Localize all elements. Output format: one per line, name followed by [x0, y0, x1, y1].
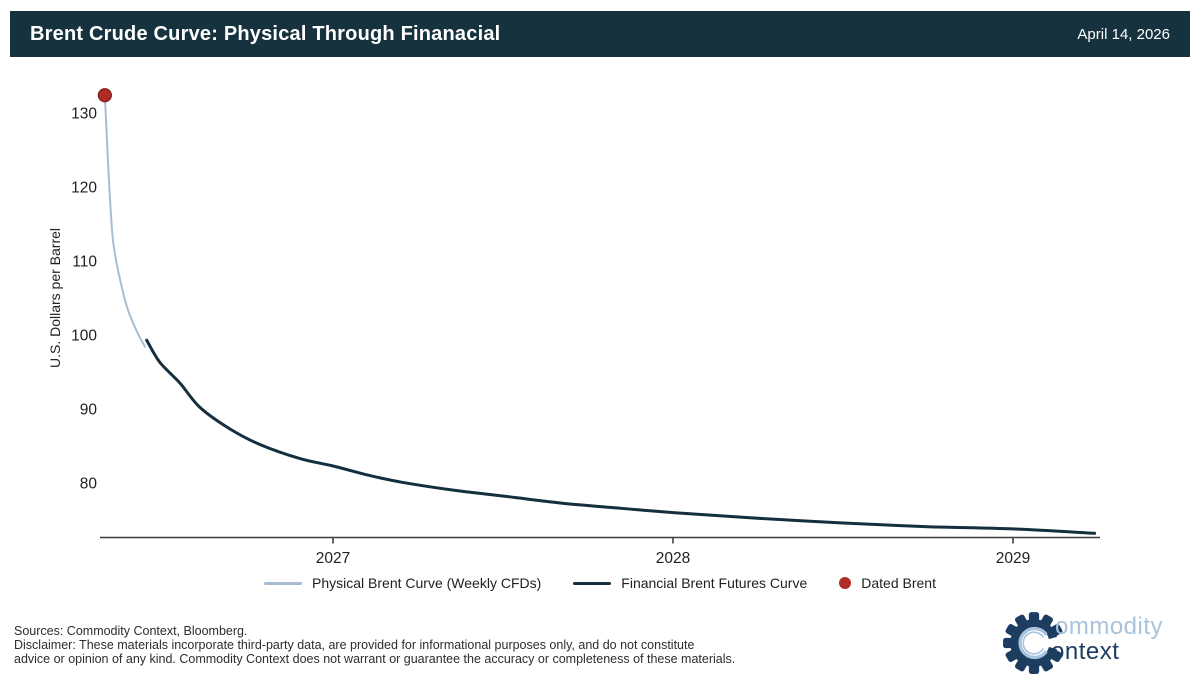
page-title: Brent Crude Curve: Physical Through Fina…	[30, 22, 501, 45]
logo-line-1: ommodity	[1055, 613, 1164, 640]
y-tick-label: 100	[71, 328, 97, 345]
footer: Sources: Commodity Context, Bloomberg. D…	[14, 624, 735, 666]
logo-text: ommodity ontext	[1051, 613, 1164, 664]
disclaimer-line-2: advice or opinion of any kind. Commodity…	[14, 652, 736, 666]
dated-brent-marker	[97, 88, 112, 103]
disclaimer-line-1: Disclaimer: These materials incorporate …	[14, 638, 695, 652]
legend-line-swatch	[264, 581, 303, 585]
legend-item: Dated Brent	[839, 575, 936, 591]
legend-line-swatch	[573, 581, 612, 585]
y-tick-label: 120	[71, 180, 97, 197]
legend-dot-swatch	[839, 577, 852, 589]
gear-icon	[1003, 612, 1067, 674]
x-tick-label: 2028	[656, 550, 690, 567]
logo-line-2: ontext	[1051, 638, 1120, 665]
sources-text: Sources: Commodity Context, Bloomberg.	[14, 624, 248, 638]
y-tick-label: 110	[72, 254, 97, 271]
legend-label: Dated Brent	[861, 575, 936, 591]
legend-label: Physical Brent Curve (Weekly CFDs)	[312, 575, 542, 591]
y-tick-label: 80	[80, 476, 98, 493]
y-tick-label: 90	[80, 402, 98, 419]
y-tick-label: 130	[71, 106, 97, 123]
financial-curve	[145, 338, 1097, 535]
legend-item: Physical Brent Curve (Weekly CFDs)	[264, 575, 541, 591]
commodity-context-logo: ommodity ontext	[1001, 610, 1163, 676]
legend-label: Financial Brent Futures Curve	[621, 575, 808, 591]
chart-legend: Physical Brent Curve (Weekly CFDs) Financ…	[100, 572, 1100, 594]
physical-curve	[103, 94, 146, 348]
x-tick-label: 2027	[316, 550, 350, 567]
x-tick-label: 2029	[996, 550, 1030, 567]
y-axis-title: U.S. Dollars per Barrel	[47, 227, 63, 369]
legend-item: Financial Brent Futures Curve	[573, 575, 807, 591]
header-bar: Brent Crude Curve: Physical Through Fina…	[10, 11, 1190, 57]
header-date: April 14, 2026	[1077, 25, 1170, 43]
